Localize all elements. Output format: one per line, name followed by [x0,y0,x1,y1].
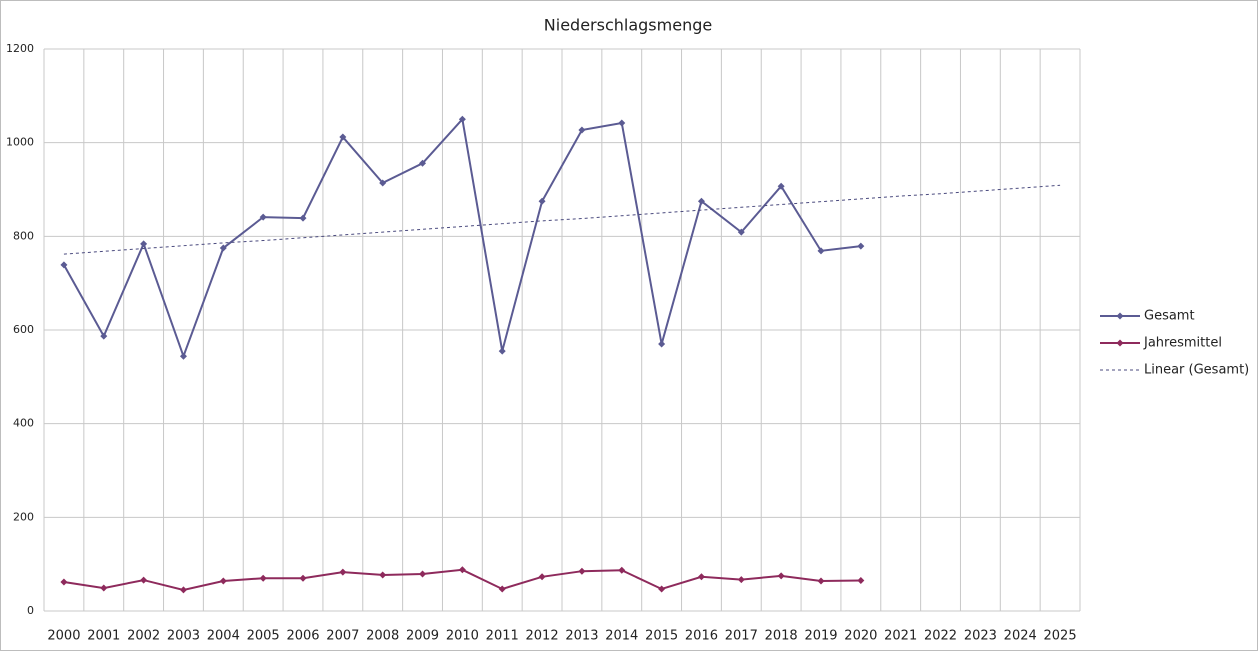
y-tick-label: 0 [27,604,34,617]
point-marker [259,213,267,221]
point-marker [737,576,745,584]
point-marker [777,572,785,580]
y-tick-label: 800 [13,229,34,242]
x-tick-label: 2016 [685,629,718,644]
x-tick-label: 2024 [1004,629,1037,644]
point-marker [697,573,705,581]
trend-line [63,184,1061,255]
point-marker [777,182,785,190]
point-marker [299,214,307,222]
point-marker [379,571,387,579]
point-marker [219,244,227,252]
x-tick-label: 2023 [964,629,997,644]
point-marker [100,584,108,592]
point-marker [458,115,466,123]
point-marker [658,340,666,348]
point-marker [538,197,546,205]
x-tick-label: 2012 [526,629,559,644]
x-tick-label: 2007 [326,629,359,644]
point-marker [140,240,148,248]
x-tick-label: 2002 [127,629,160,644]
x-tick-label: 2025 [1044,629,1077,644]
x-tick-label: 2000 [47,629,80,644]
point-marker [140,576,148,584]
y-tick-label: 400 [13,417,34,430]
point-marker [339,133,347,141]
x-tick-label: 2009 [406,629,439,644]
x-tick-label: 2019 [804,629,837,644]
point-marker [737,228,745,236]
point-marker [60,578,68,586]
point-marker [60,261,68,269]
x-tick-label: 2015 [645,629,678,644]
x-tick-label: 2018 [765,629,798,644]
y-tick-label: 600 [13,323,34,336]
y-tick-label: 1200 [6,42,34,55]
point-marker [857,577,865,585]
point-marker [857,242,865,250]
point-marker [100,332,108,340]
y-tick-label: 1000 [6,136,34,149]
point-marker [419,570,427,578]
x-tick-label: 2021 [884,629,917,644]
point-marker [817,577,825,585]
x-tick-label: 2004 [207,629,240,644]
legend-label: Gesamt [1144,309,1195,324]
point-marker [259,574,267,582]
x-tick-label: 2003 [167,629,200,644]
point-marker [658,585,666,593]
legend-marker [1116,312,1124,320]
point-marker [379,179,387,187]
y-tick-label: 200 [13,510,34,523]
x-tick-label: 2001 [87,629,120,644]
point-marker [618,566,626,574]
x-tick-label: 2022 [924,629,957,644]
point-marker [618,119,626,127]
x-tick-label: 2010 [446,629,479,644]
point-marker [458,566,466,574]
point-marker [339,568,347,576]
point-marker [817,247,825,255]
legend-label: Jahresmittel [1143,336,1222,351]
point-marker [578,126,586,134]
x-tick-label: 2020 [844,629,877,644]
x-tick-label: 2006 [286,629,319,644]
point-marker [498,347,506,355]
x-tick-label: 2014 [605,629,638,644]
point-marker [179,586,187,594]
x-tick-label: 2017 [725,629,758,644]
x-tick-label: 2005 [247,629,280,644]
chart-title: Niederschlagsmenge [544,16,712,35]
legend-label: Linear (Gesamt) [1144,363,1249,378]
legend-marker [1116,339,1124,347]
point-marker [179,352,187,360]
point-marker [219,577,227,585]
x-tick-label: 2011 [486,629,519,644]
point-marker [299,574,307,582]
point-marker [697,197,705,205]
point-marker [498,585,506,593]
x-tick-label: 2013 [565,629,598,644]
point-marker [538,573,546,581]
x-tick-label: 2008 [366,629,399,644]
point-marker [419,159,427,167]
point-marker [578,567,586,575]
